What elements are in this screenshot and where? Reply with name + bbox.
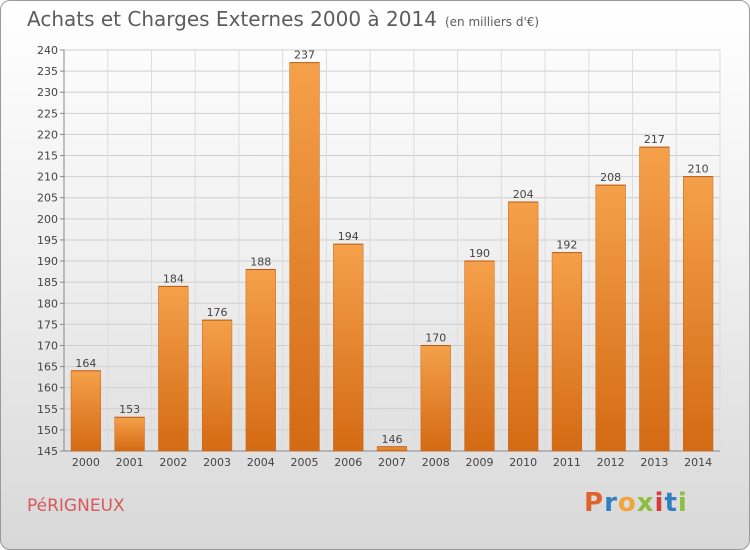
y-tick-label: 220 <box>37 128 58 141</box>
data-label-2010: 204 <box>513 188 534 201</box>
y-tick-label: 180 <box>37 297 58 310</box>
bar-2010 <box>508 201 539 452</box>
y-tick-label: 205 <box>37 192 58 205</box>
x-tick-label-2003: 2003 <box>203 456 231 469</box>
data-label-2014: 210 <box>688 163 709 176</box>
x-tick-label-2012: 2012 <box>597 456 625 469</box>
bar-2011 <box>551 252 583 452</box>
y-tick-label: 215 <box>37 150 58 163</box>
bars <box>70 62 714 452</box>
bar-2003 <box>201 319 233 452</box>
y-tick-label: 210 <box>37 171 58 184</box>
data-label-2005: 237 <box>294 49 315 62</box>
y-tick-label: 240 <box>37 44 58 57</box>
y-tick-label: 190 <box>37 255 58 268</box>
chart-title: Achats et Charges Externes 2000 à 2014 (e… <box>27 7 539 31</box>
data-label-2009: 190 <box>469 247 490 260</box>
data-labels: 164 153 184 176 188 237 194 146 170 190 204 192 208 2… <box>75 49 708 446</box>
data-label-2006: 194 <box>338 230 359 243</box>
x-tick-label-2011: 2011 <box>553 456 581 469</box>
bar-2004 <box>245 269 276 452</box>
bar-2008 <box>420 345 451 452</box>
logo-letter: o <box>617 488 637 518</box>
x-tick-label-2007: 2007 <box>378 456 406 469</box>
logo-letter: i <box>677 488 688 518</box>
x-tick-label-2009: 2009 <box>465 456 493 469</box>
bar-2007 <box>376 446 408 452</box>
data-label-2000: 164 <box>75 357 96 370</box>
y-tick-label: 160 <box>37 382 58 395</box>
city-name: PéRIGNEUX <box>27 496 125 516</box>
y-tick-label: 200 <box>37 213 58 226</box>
x-tick-label-2006: 2006 <box>334 456 362 469</box>
chart-title-text: Achats et Charges Externes 2000 à 2014 <box>27 7 437 31</box>
x-tick-label-2013: 2013 <box>640 456 668 469</box>
bar-2006 <box>333 243 364 452</box>
logo-letter: i <box>654 488 665 518</box>
logo-letter: x <box>636 488 655 518</box>
data-label-2004: 188 <box>250 255 271 268</box>
x-tick-label-2002: 2002 <box>159 456 187 469</box>
logo-letter: P <box>584 488 605 518</box>
y-tick-label: 235 <box>37 65 58 78</box>
logo-letter: r <box>604 488 618 518</box>
x-tick-label-2001: 2001 <box>116 456 144 469</box>
data-label-2002: 184 <box>163 272 184 285</box>
data-label-2011: 192 <box>556 239 577 252</box>
y-tick-label: 150 <box>37 424 58 437</box>
data-label-2001: 153 <box>119 403 140 416</box>
x-tick-label-2008: 2008 <box>422 456 450 469</box>
logo-letter: t <box>664 488 678 518</box>
bar-2014 <box>683 176 714 452</box>
y-tick-label: 170 <box>37 339 58 352</box>
bar-2001 <box>114 416 145 452</box>
y-tick-label: 230 <box>37 86 58 99</box>
data-label-2003: 176 <box>207 306 228 319</box>
data-label-2007: 146 <box>382 433 403 446</box>
bar-2005 <box>289 62 320 452</box>
proxiti-logo: Proxiti <box>584 488 688 518</box>
x-tick-label-2005: 2005 <box>291 456 319 469</box>
y-tick-label: 145 <box>37 445 58 458</box>
x-tick-label-2000: 2000 <box>72 456 100 469</box>
data-label-2008: 170 <box>425 331 446 344</box>
x-tick-label-2014: 2014 <box>684 456 712 469</box>
bar-2009 <box>464 260 495 452</box>
bar-2013 <box>639 146 670 452</box>
bar-2012 <box>595 184 626 452</box>
bar-2000 <box>70 370 101 452</box>
y-tick-label: 225 <box>37 107 58 120</box>
data-label-2013: 217 <box>644 133 665 146</box>
bar-2002 <box>158 286 189 452</box>
x-tick-label-2010: 2010 <box>509 456 537 469</box>
chart-subtitle: (en milliers d'€) <box>444 15 540 29</box>
y-tick-label: 155 <box>37 403 58 416</box>
x-tick-label-2004: 2004 <box>247 456 275 469</box>
y-tick-label: 195 <box>37 234 58 247</box>
y-tick-label: 175 <box>37 318 58 331</box>
y-tick-label: 185 <box>37 276 58 289</box>
data-label-2012: 208 <box>600 171 621 184</box>
y-tick-label: 165 <box>37 361 58 374</box>
